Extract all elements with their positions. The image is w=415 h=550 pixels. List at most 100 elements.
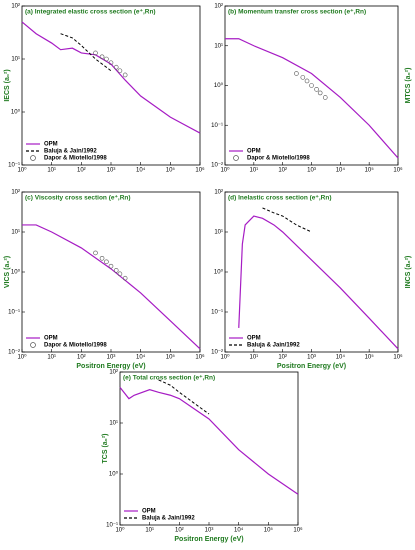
y-axis-label: TCS (a₀²) <box>102 434 109 464</box>
x-tick-label: 10³ <box>307 355 316 361</box>
data-point <box>122 72 128 78</box>
plot-frame <box>21 191 201 353</box>
series-line <box>225 38 399 159</box>
x-tick-label: 10⁵ <box>365 354 375 361</box>
legend-label: OPM <box>247 336 261 342</box>
data-point <box>317 90 323 96</box>
x-tick-label: 10⁶ <box>195 354 205 361</box>
legend-marker <box>30 155 36 161</box>
plot-frame <box>224 5 399 166</box>
y-tick-label: 10⁻¹ <box>8 310 20 316</box>
data-point <box>99 256 105 261</box>
data-point <box>99 54 105 60</box>
legend-label: Baluja & Jain/1992 <box>44 149 97 155</box>
data-point <box>113 64 119 70</box>
y-tick-label: 10⁻¹ <box>8 163 20 169</box>
series-line <box>21 21 201 134</box>
data-point <box>314 87 319 92</box>
legend-marker <box>233 155 239 161</box>
panel-title: (e) Total cross section (e⁺,Rn) <box>123 375 215 382</box>
x-tick-label: 10⁶ <box>393 167 403 174</box>
data-point <box>93 250 98 256</box>
x-tick-label: 10² <box>278 355 287 361</box>
x-tick-label: 10⁴ <box>336 167 346 174</box>
x-tick-label: 10⁴ <box>136 354 146 361</box>
x-tick-label: 10⁶ <box>293 527 303 534</box>
x-tick-label: 10³ <box>307 168 316 174</box>
data-point <box>117 68 123 74</box>
y-tick-label: 10⁰ <box>214 269 224 276</box>
legend-label: Dapor & Miotello/1998 <box>44 343 107 349</box>
y-tick-label: 10² <box>109 370 118 376</box>
x-tick-label: 10² <box>77 168 86 174</box>
x-tick-label: 10⁵ <box>166 354 176 361</box>
x-tick-label: 10⁴ <box>136 167 146 174</box>
x-tick-label: 10¹ <box>249 355 258 361</box>
y-tick-label: 10¹ <box>214 43 223 49</box>
y-tick-label: 10¹ <box>214 230 223 236</box>
data-point <box>309 83 314 88</box>
y-tick-label: 10² <box>11 190 20 196</box>
series-line <box>60 33 112 72</box>
x-tick-label: 10⁰ <box>17 167 27 174</box>
x-tick-label: 10² <box>278 168 287 174</box>
y-tick-label: 10⁰ <box>214 82 224 89</box>
y-tick-label: 10⁰ <box>11 269 21 276</box>
y-tick-label: 10⁻² <box>211 163 223 169</box>
x-axis-label: Positron Energy (eV) <box>277 363 346 370</box>
legend-label: Dapor & Miotello/1998 <box>44 156 107 162</box>
x-tick-label: 10⁰ <box>220 167 230 174</box>
data-point <box>104 56 109 62</box>
legend-marker <box>30 342 36 348</box>
series-line <box>119 386 299 495</box>
y-tick-label: 10⁻¹ <box>211 123 223 129</box>
data-point <box>104 259 109 265</box>
data-point <box>108 60 114 66</box>
x-axis-label: Positron Energy (eV) <box>76 363 145 370</box>
panel-title: (a) Integrated elastic cross section (e⁺… <box>25 9 156 16</box>
data-point <box>300 75 306 80</box>
x-tick-label: 10³ <box>107 168 116 174</box>
x-tick-label: 10¹ <box>47 355 56 361</box>
y-tick-label: 10¹ <box>11 57 20 63</box>
panel-title: (c) Viscosity cross section (e⁺,Rn) <box>25 195 131 202</box>
legend-label: Dapor & Miotello/1998 <box>247 156 310 162</box>
x-tick-label: 10¹ <box>145 528 154 534</box>
y-tick-label: 10⁻² <box>211 350 223 356</box>
legend-label: Baluja & Jain/1992 <box>247 343 300 349</box>
y-tick-label: 10⁻¹ <box>106 523 118 529</box>
panel-title: (b) Momentum transfer cross section (e⁺,… <box>228 9 366 16</box>
data-point <box>304 78 310 84</box>
legend-label: OPM <box>247 149 261 155</box>
legend-label: OPM <box>44 336 58 342</box>
x-tick-label: 10³ <box>205 528 214 534</box>
x-tick-label: 10⁰ <box>115 527 125 534</box>
x-tick-label: 10² <box>77 355 86 361</box>
y-tick-label: 10⁻¹ <box>211 310 223 316</box>
x-tick-label: 10⁶ <box>393 354 403 361</box>
y-axis-label: INCS (a₀²) <box>405 256 412 289</box>
x-tick-label: 10² <box>175 528 184 534</box>
y-tick-label: 10⁰ <box>11 109 21 116</box>
data-point <box>93 50 98 56</box>
series-line <box>22 224 201 350</box>
legend-label: Baluja & Jain/1992 <box>142 516 195 522</box>
x-tick-label: 10⁴ <box>336 354 346 361</box>
x-tick-label: 10¹ <box>47 168 56 174</box>
x-tick-label: 10⁴ <box>234 527 244 534</box>
y-tick-label: 10¹ <box>11 230 20 236</box>
y-tick-label: 10² <box>214 190 223 196</box>
y-axis-label: IECS (a₀²) <box>4 69 11 101</box>
y-axis-label: MTCS (a₀²) <box>405 68 412 104</box>
data-point <box>108 263 114 269</box>
data-point <box>122 275 128 281</box>
y-tick-label: 10² <box>214 4 223 10</box>
plot-frame <box>224 191 399 353</box>
series-line <box>262 207 312 233</box>
x-tick-label: 10⁶ <box>195 167 205 174</box>
panel-title: (d) Inelastic cross section (e⁺,Rn) <box>228 195 331 202</box>
x-tick-label: 10⁵ <box>365 167 375 174</box>
x-tick-label: 10¹ <box>249 168 258 174</box>
series-line <box>158 379 210 415</box>
